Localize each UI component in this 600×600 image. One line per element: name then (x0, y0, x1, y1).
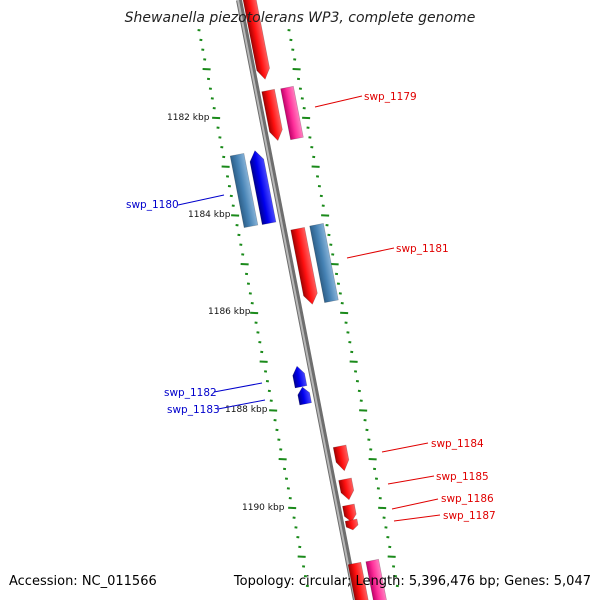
gene-swp-1181-b[interactable] (309, 223, 339, 303)
kbp-label-1184: 1184 kbp (188, 210, 231, 220)
gene-swp-1187[interactable] (344, 518, 359, 531)
leader-swp-1185 (387, 475, 435, 485)
gene-label-swp-1184[interactable]: swp_1184 (431, 438, 484, 450)
leader-swp-1180 (177, 194, 225, 206)
map-title: Shewanella piezotolerans WP3, complete g… (124, 10, 476, 26)
gene-label-swp-1187[interactable]: swp_1187 (443, 510, 496, 522)
gene-bottom-mag[interactable] (365, 558, 389, 600)
gene-swp-1183[interactable] (296, 386, 312, 406)
gene-swp-1180-b[interactable] (248, 149, 277, 226)
gene-swp-1180-a[interactable] (229, 152, 259, 229)
gene-swp-1186[interactable] (342, 503, 357, 523)
leader-swp-1182 (213, 382, 263, 393)
leader-swp-1179 (314, 95, 363, 108)
kbp-label-1182: 1182 kbp (167, 113, 210, 123)
gene-label-swp-1185[interactable]: swp_1185 (436, 471, 489, 483)
gene-label-swp-1182[interactable]: swp_1182 (164, 387, 217, 399)
leader-swp-1186 (391, 498, 439, 510)
gene-swp-1181-a[interactable] (290, 227, 319, 305)
gene-top-red[interactable] (242, 0, 271, 80)
genome-summary-text: Topology: circular; Length: 5,396,476 bp… (233, 574, 591, 589)
genome-backbone-highlight (237, 0, 356, 600)
gene-swp-1179-b[interactable] (280, 85, 304, 141)
gene-features (229, 0, 389, 600)
gene-swp-1179-a[interactable] (261, 88, 285, 142)
gene-bottom-red[interactable] (347, 561, 371, 600)
gene-label-swp-1180[interactable]: swp_1180 (126, 199, 179, 211)
kbp-label-1186: 1186 kbp (208, 307, 251, 317)
kbp-label-1188: 1188 kbp (225, 405, 268, 415)
gene-swp-1185[interactable] (338, 477, 356, 501)
gene-swp-1182[interactable] (291, 365, 308, 389)
gene-label-swp-1186[interactable]: swp_1186 (441, 493, 494, 505)
gene-label-swp-1179[interactable]: swp_1179 (364, 91, 417, 103)
gene-label-swp-1183[interactable]: swp_1183 (167, 404, 220, 416)
gene-label-swp-1181[interactable]: swp_1181 (396, 243, 449, 255)
leader-swp-1187 (393, 514, 441, 522)
outer-tick-row (287, 29, 399, 588)
leader-swp-1181 (346, 247, 395, 259)
inner-tick-row (197, 29, 309, 588)
kbp-label-1190: 1190 kbp (242, 503, 285, 513)
accession-text: Accession: NC_011566 (9, 574, 157, 589)
gene-swp-1184[interactable] (332, 444, 351, 472)
leader-swp-1183 (217, 399, 266, 410)
leader-swp-1184 (381, 442, 429, 453)
